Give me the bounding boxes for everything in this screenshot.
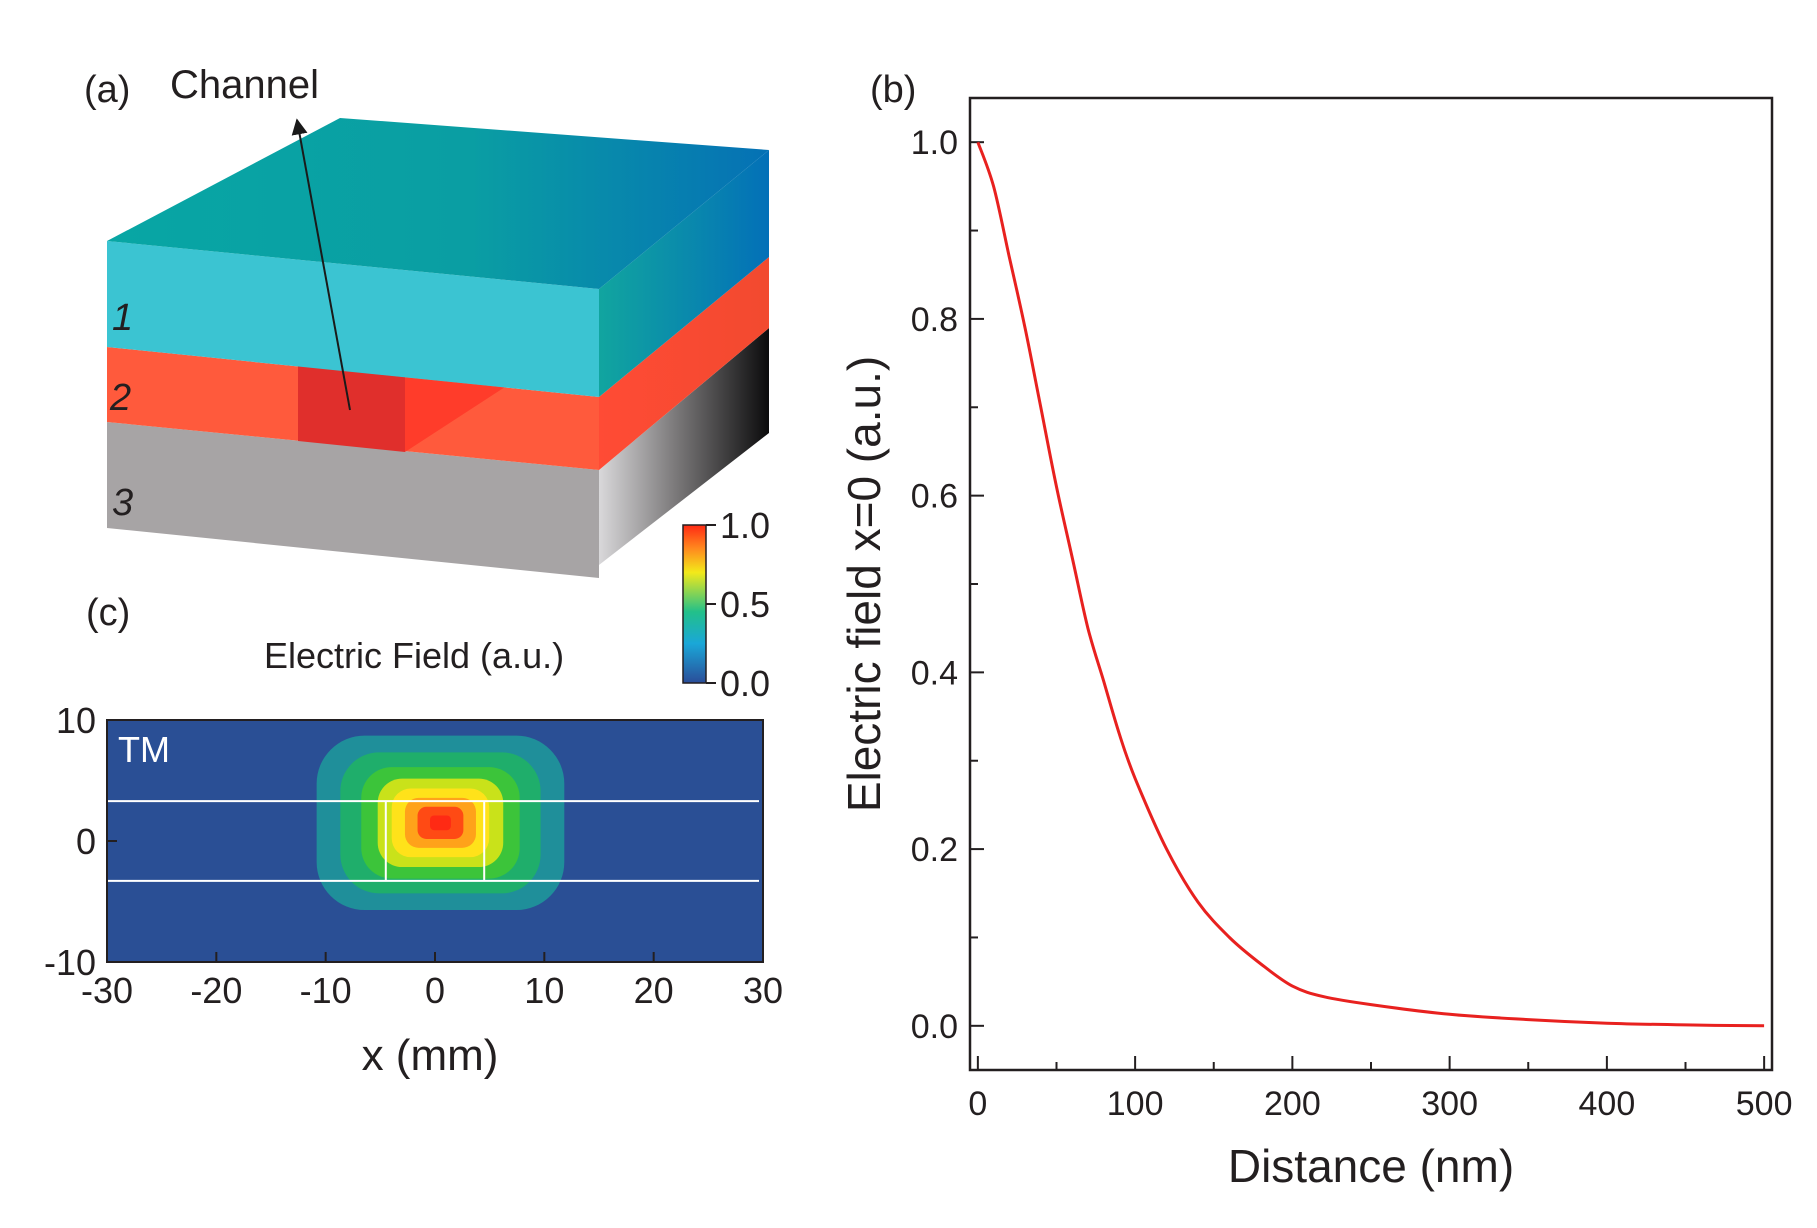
channel-edge-shade [405,377,505,452]
slab-top-face [107,118,769,289]
panel-c: (c) Electric Field (a.u.) 0.0 0.5 1.0 TM -… [44,505,783,1080]
colorbar-tick-label-0.0: 0.0 [720,663,770,704]
heatmap-axes: -30 -20 -10 0 10 20 30 -10 0 10 x (mm) [44,700,783,1080]
heatmap-x-axis-label: x (mm) [362,1031,499,1080]
y-tick-label-1.0: 1.0 [911,124,958,162]
field-contour [430,815,451,831]
colorbar-title: Electric Field (a.u.) [264,635,564,676]
channel-arrow [291,118,351,411]
panel-a-label: (a) [84,69,130,111]
heatmap-y-tick-label--10: -10 [44,942,96,983]
x-tick-label-300: 300 [1421,1085,1478,1123]
layer-label-3: 3 [112,482,133,524]
colorbar [682,524,707,684]
colorbar-ticks: 0.0 0.5 1.0 [706,505,770,704]
layer-3-front-face [107,422,599,578]
heatmap-y-tick-label-10: 10 [56,700,96,741]
channel-region [298,366,405,452]
heatmap-x-tick-label--20: -20 [190,970,242,1011]
x-axis-label-distance: Distance (nm) [1228,1140,1514,1192]
layer-1-side-face [599,150,769,397]
y-axis-label-electric-field: Electric field x=0 (a.u.) [838,356,890,812]
y-tick-label-0.8: 0.8 [911,301,958,339]
heatmap-x-tick-label--10: -10 [300,970,352,1011]
waveguide-outline [107,800,759,882]
channel-label: Channel [170,63,319,107]
x-tick-label-200: 200 [1264,1085,1321,1123]
x-tick-label-0: 0 [968,1085,987,1123]
y-tick-label-0.4: 0.4 [911,654,958,692]
x-tick-label-100: 100 [1107,1085,1164,1123]
colorbar-tick-label-1.0: 1.0 [720,505,770,546]
layer-2-side-face [599,257,769,470]
line-chart-axes: 0 100 200 300 400 500 0.0 0.2 0.4 0.6 0.8 1.0 [911,124,1793,1123]
x-tick-label-400: 400 [1579,1085,1636,1123]
layer-label-1: 1 [112,297,133,339]
heatmap-x-tick-label-30: 30 [743,970,783,1011]
heatmap-plot-area [107,720,763,962]
layer-1-front-face [107,241,599,397]
heatmap-x-tick-label-20: 20 [634,970,674,1011]
panel-c-label: (c) [86,592,130,634]
line-chart-frame [968,96,1774,1072]
heatmap-y-tick-label-0: 0 [76,821,96,862]
y-tick-label-0.0: 0.0 [911,1008,958,1046]
y-tick-label-0.6: 0.6 [911,478,958,516]
layer-3-side-face [599,328,769,565]
heatmap-x-tick-label-0: 0 [425,970,445,1011]
panel-b: (b) 0 100 200 300 400 500 0.0 0.2 0.4 0.6 0.8 1.0 D… [838,69,1793,1192]
mode-label: TM [118,729,170,770]
panel-b-label: (b) [870,69,916,111]
panel-a: (a) Channel 1 2 3 [84,63,769,578]
heatmap-x-tick-label--30: -30 [81,970,133,1011]
series-line-electric-field [976,141,1765,1028]
heatmap-x-tick-label-10: 10 [524,970,564,1011]
colorbar-tick-label-0.5: 0.5 [720,584,770,625]
layer-label-2: 2 [109,377,131,419]
x-tick-label-500: 500 [1736,1085,1793,1123]
heatmap-field [316,735,565,911]
y-tick-label-0.2: 0.2 [911,831,958,869]
